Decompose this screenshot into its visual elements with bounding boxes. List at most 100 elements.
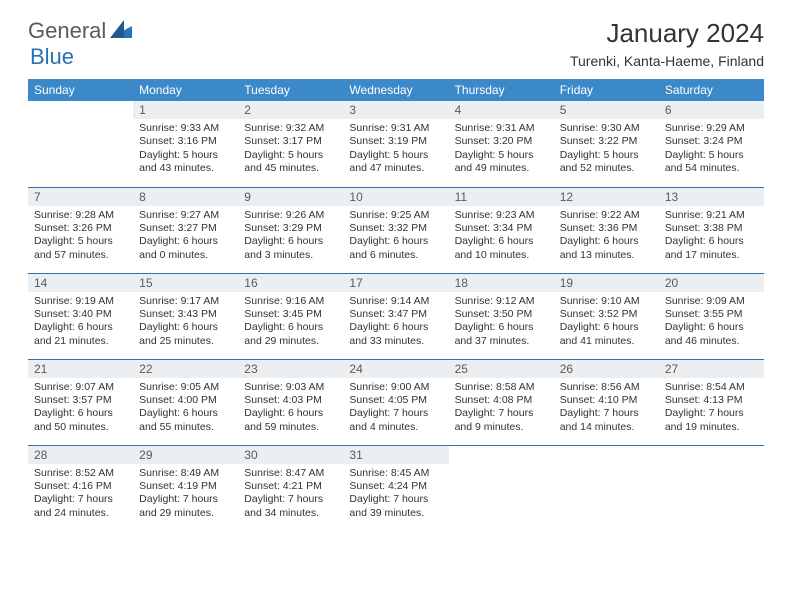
calendar-cell: 1Sunrise: 9:33 AMSunset: 3:16 PMDaylight…	[133, 101, 238, 187]
day-details: Sunrise: 9:31 AMSunset: 3:19 PMDaylight:…	[343, 119, 448, 180]
day-number: 24	[343, 360, 448, 378]
day-details: Sunrise: 9:19 AMSunset: 3:40 PMDaylight:…	[28, 292, 133, 353]
day-number: 8	[133, 188, 238, 206]
day-details: Sunrise: 9:12 AMSunset: 3:50 PMDaylight:…	[449, 292, 554, 353]
calendar-cell: 2Sunrise: 9:32 AMSunset: 3:17 PMDaylight…	[238, 101, 343, 187]
day-details: Sunrise: 9:05 AMSunset: 4:00 PMDaylight:…	[133, 378, 238, 439]
day-number: 14	[28, 274, 133, 292]
day-details: Sunrise: 9:31 AMSunset: 3:20 PMDaylight:…	[449, 119, 554, 180]
day-number: 19	[554, 274, 659, 292]
day-details: Sunrise: 8:52 AMSunset: 4:16 PMDaylight:…	[28, 464, 133, 525]
day-details: Sunrise: 9:22 AMSunset: 3:36 PMDaylight:…	[554, 206, 659, 267]
day-number: 28	[28, 446, 133, 464]
day-details: Sunrise: 9:14 AMSunset: 3:47 PMDaylight:…	[343, 292, 448, 353]
calendar-cell: 5Sunrise: 9:30 AMSunset: 3:22 PMDaylight…	[554, 101, 659, 187]
day-number: 23	[238, 360, 343, 378]
day-details: Sunrise: 9:26 AMSunset: 3:29 PMDaylight:…	[238, 206, 343, 267]
calendar-cell: 14Sunrise: 9:19 AMSunset: 3:40 PMDayligh…	[28, 273, 133, 359]
calendar-cell: 6Sunrise: 9:29 AMSunset: 3:24 PMDaylight…	[659, 101, 764, 187]
calendar-cell: 4Sunrise: 9:31 AMSunset: 3:20 PMDaylight…	[449, 101, 554, 187]
calendar-cell: 23Sunrise: 9:03 AMSunset: 4:03 PMDayligh…	[238, 359, 343, 445]
day-details: Sunrise: 9:09 AMSunset: 3:55 PMDaylight:…	[659, 292, 764, 353]
weekday-header: Monday	[133, 79, 238, 101]
day-number: 2	[238, 101, 343, 119]
calendar-cell: 18Sunrise: 9:12 AMSunset: 3:50 PMDayligh…	[449, 273, 554, 359]
day-number: 25	[449, 360, 554, 378]
calendar-cell: 25Sunrise: 8:58 AMSunset: 4:08 PMDayligh…	[449, 359, 554, 445]
weekday-header: Tuesday	[238, 79, 343, 101]
weekday-header: Friday	[554, 79, 659, 101]
day-number: 13	[659, 188, 764, 206]
page-title: January 2024	[570, 18, 764, 49]
calendar-cell: 15Sunrise: 9:17 AMSunset: 3:43 PMDayligh…	[133, 273, 238, 359]
day-details: Sunrise: 9:28 AMSunset: 3:26 PMDaylight:…	[28, 206, 133, 267]
calendar-cell	[554, 445, 659, 531]
calendar-cell: 17Sunrise: 9:14 AMSunset: 3:47 PMDayligh…	[343, 273, 448, 359]
logo-text-general: General	[28, 18, 106, 44]
day-details: Sunrise: 9:27 AMSunset: 3:27 PMDaylight:…	[133, 206, 238, 267]
day-number: 26	[554, 360, 659, 378]
day-details: Sunrise: 9:30 AMSunset: 3:22 PMDaylight:…	[554, 119, 659, 180]
day-details: Sunrise: 8:56 AMSunset: 4:10 PMDaylight:…	[554, 378, 659, 439]
day-number: 22	[133, 360, 238, 378]
calendar-cell: 13Sunrise: 9:21 AMSunset: 3:38 PMDayligh…	[659, 187, 764, 273]
day-details: Sunrise: 9:00 AMSunset: 4:05 PMDaylight:…	[343, 378, 448, 439]
day-number: 1	[133, 101, 238, 119]
calendar-cell: 31Sunrise: 8:45 AMSunset: 4:24 PMDayligh…	[343, 445, 448, 531]
day-details: Sunrise: 8:45 AMSunset: 4:24 PMDaylight:…	[343, 464, 448, 525]
calendar-cell: 24Sunrise: 9:00 AMSunset: 4:05 PMDayligh…	[343, 359, 448, 445]
day-details: Sunrise: 9:10 AMSunset: 3:52 PMDaylight:…	[554, 292, 659, 353]
day-number: 16	[238, 274, 343, 292]
logo: General	[28, 18, 134, 44]
calendar-cell: 8Sunrise: 9:27 AMSunset: 3:27 PMDaylight…	[133, 187, 238, 273]
day-details: Sunrise: 9:17 AMSunset: 3:43 PMDaylight:…	[133, 292, 238, 353]
calendar-cell: 20Sunrise: 9:09 AMSunset: 3:55 PMDayligh…	[659, 273, 764, 359]
day-number: 9	[238, 188, 343, 206]
calendar-cell: 29Sunrise: 8:49 AMSunset: 4:19 PMDayligh…	[133, 445, 238, 531]
calendar-cell	[659, 445, 764, 531]
weekday-header: Sunday	[28, 79, 133, 101]
day-number: 20	[659, 274, 764, 292]
calendar-cell: 21Sunrise: 9:07 AMSunset: 3:57 PMDayligh…	[28, 359, 133, 445]
calendar-table: SundayMondayTuesdayWednesdayThursdayFrid…	[28, 79, 764, 531]
logo-text-blue: Blue	[30, 44, 74, 69]
calendar-cell: 26Sunrise: 8:56 AMSunset: 4:10 PMDayligh…	[554, 359, 659, 445]
calendar-cell: 22Sunrise: 9:05 AMSunset: 4:00 PMDayligh…	[133, 359, 238, 445]
day-details: Sunrise: 9:21 AMSunset: 3:38 PMDaylight:…	[659, 206, 764, 267]
day-details: Sunrise: 9:07 AMSunset: 3:57 PMDaylight:…	[28, 378, 133, 439]
day-details: Sunrise: 9:16 AMSunset: 3:45 PMDaylight:…	[238, 292, 343, 353]
day-number: 27	[659, 360, 764, 378]
day-number: 17	[343, 274, 448, 292]
calendar-cell: 30Sunrise: 8:47 AMSunset: 4:21 PMDayligh…	[238, 445, 343, 531]
day-number: 15	[133, 274, 238, 292]
calendar-cell: 9Sunrise: 9:26 AMSunset: 3:29 PMDaylight…	[238, 187, 343, 273]
day-number: 29	[133, 446, 238, 464]
day-number: 7	[28, 188, 133, 206]
calendar-cell: 7Sunrise: 9:28 AMSunset: 3:26 PMDaylight…	[28, 187, 133, 273]
day-details: Sunrise: 9:32 AMSunset: 3:17 PMDaylight:…	[238, 119, 343, 180]
calendar-cell: 12Sunrise: 9:22 AMSunset: 3:36 PMDayligh…	[554, 187, 659, 273]
calendar-cell	[28, 101, 133, 187]
calendar-cell: 27Sunrise: 8:54 AMSunset: 4:13 PMDayligh…	[659, 359, 764, 445]
day-number: 31	[343, 446, 448, 464]
calendar-cell: 28Sunrise: 8:52 AMSunset: 4:16 PMDayligh…	[28, 445, 133, 531]
logo-mark-icon	[110, 20, 132, 43]
day-number: 10	[343, 188, 448, 206]
day-number: 21	[28, 360, 133, 378]
day-number: 11	[449, 188, 554, 206]
day-number: 18	[449, 274, 554, 292]
calendar-cell: 10Sunrise: 9:25 AMSunset: 3:32 PMDayligh…	[343, 187, 448, 273]
day-number: 3	[343, 101, 448, 119]
calendar-cell: 19Sunrise: 9:10 AMSunset: 3:52 PMDayligh…	[554, 273, 659, 359]
calendar-cell: 16Sunrise: 9:16 AMSunset: 3:45 PMDayligh…	[238, 273, 343, 359]
day-details: Sunrise: 9:25 AMSunset: 3:32 PMDaylight:…	[343, 206, 448, 267]
day-details: Sunrise: 8:47 AMSunset: 4:21 PMDaylight:…	[238, 464, 343, 525]
day-number: 4	[449, 101, 554, 119]
weekday-header: Thursday	[449, 79, 554, 101]
calendar-cell: 11Sunrise: 9:23 AMSunset: 3:34 PMDayligh…	[449, 187, 554, 273]
calendar-cell: 3Sunrise: 9:31 AMSunset: 3:19 PMDaylight…	[343, 101, 448, 187]
day-number: 5	[554, 101, 659, 119]
day-number: 6	[659, 101, 764, 119]
day-number: 12	[554, 188, 659, 206]
day-details: Sunrise: 8:58 AMSunset: 4:08 PMDaylight:…	[449, 378, 554, 439]
